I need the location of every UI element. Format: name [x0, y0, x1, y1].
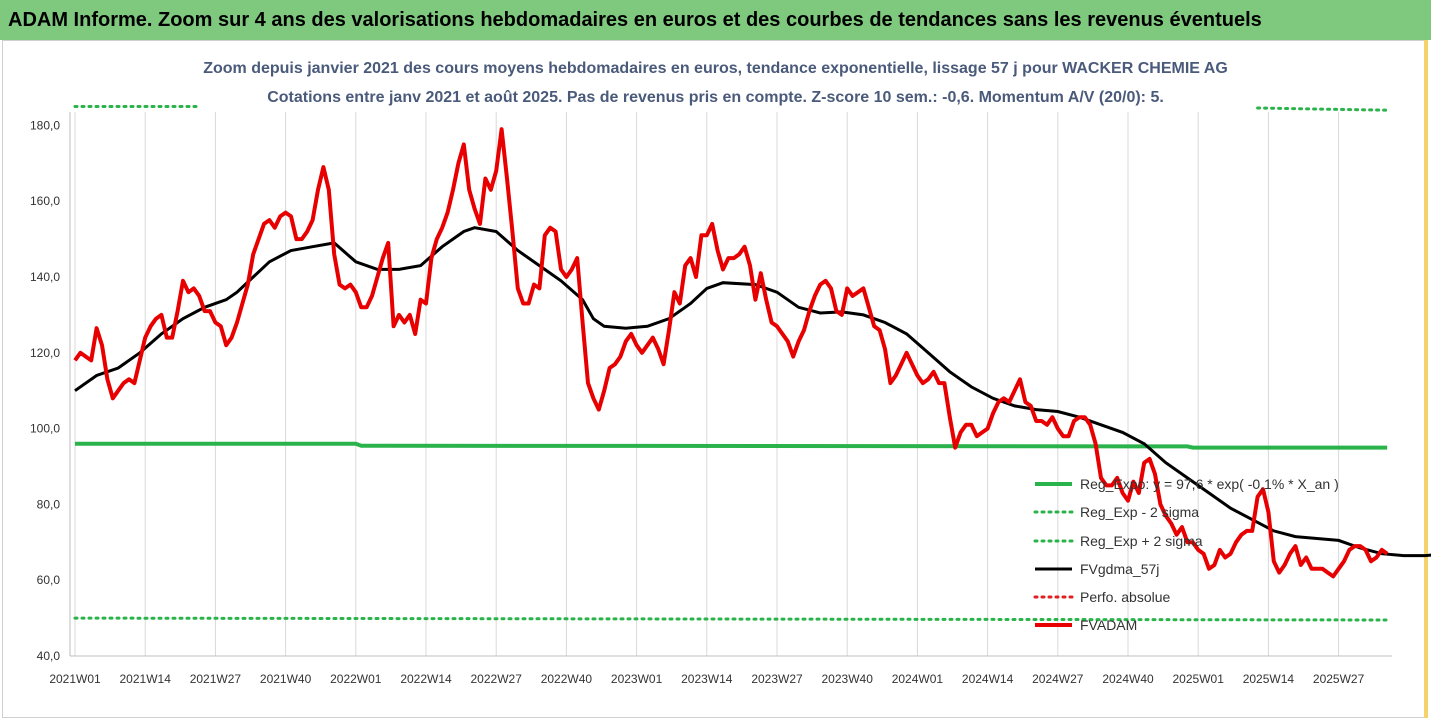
y-tick-label: 180,0 — [30, 118, 60, 132]
x-tick-label: 2024W27 — [1032, 672, 1084, 686]
y-tick-label: 40,0 — [37, 649, 61, 663]
x-tick-label: 2023W14 — [681, 672, 733, 686]
chart-title: Zoom depuis janvier 2021 des cours moyen… — [203, 60, 1228, 77]
x-tick-label: 2025W27 — [1313, 672, 1365, 686]
x-tick-label: 2024W40 — [1102, 672, 1154, 686]
legend-entry: FVgdma_57j — [1080, 561, 1159, 577]
legend-entry: FVADAM — [1080, 617, 1137, 633]
series-line-price — [73, 127, 1389, 579]
y-tick-label: 100,0 — [30, 422, 60, 436]
x-tick-label: 2021W14 — [120, 672, 172, 686]
series-line-reg_sigma — [73, 616, 1389, 622]
frame-accent — [1424, 40, 1428, 718]
legend-entry: Reg_Exp - 2 sigma — [1080, 504, 1199, 520]
x-tick-label: 2022W01 — [330, 672, 382, 686]
x-tick-label: 2021W40 — [260, 672, 312, 686]
y-tick-label: 120,0 — [30, 346, 60, 360]
x-tick-label: 2023W27 — [751, 672, 803, 686]
y-tick-label: 80,0 — [37, 497, 61, 511]
x-tick-label: 2023W40 — [822, 672, 874, 686]
x-tick-label: 2025W14 — [1243, 672, 1295, 686]
x-tick-label: 2022W14 — [400, 672, 452, 686]
legend-entry: Reg_Expo: y = 97,6 * exp( -0,1% * X_an ) — [1080, 476, 1339, 492]
x-tick-label: 2021W01 — [49, 672, 101, 686]
x-tick-label: 2024W14 — [962, 672, 1014, 686]
x-tick-label: 2022W40 — [541, 672, 593, 686]
x-tick-label: 2024W01 — [892, 672, 944, 686]
x-tick-label: 2022W27 — [471, 672, 523, 686]
report-banner: ADAM Informe. Zoom sur 4 ans des valoris… — [0, 0, 1431, 40]
series-line-ma — [74, 226, 1431, 558]
series-line-reg_sigma — [1256, 106, 1389, 112]
y-tick-label: 140,0 — [30, 270, 60, 284]
x-tick-label: 2025W01 — [1173, 672, 1225, 686]
x-tick-label: 2023W01 — [611, 672, 663, 686]
series-line-reg — [75, 441, 1388, 450]
x-tick-label: 2021W27 — [190, 672, 242, 686]
y-tick-label: 160,0 — [30, 194, 60, 208]
chart-subtitle: Cotations entre janv 2021 et août 2025. … — [267, 89, 1164, 106]
legend-entry: Perfo. absolue — [1080, 589, 1170, 605]
y-tick-label: 60,0 — [37, 573, 61, 587]
legend-entry: Reg_Exp + 2 sigma — [1080, 533, 1203, 549]
